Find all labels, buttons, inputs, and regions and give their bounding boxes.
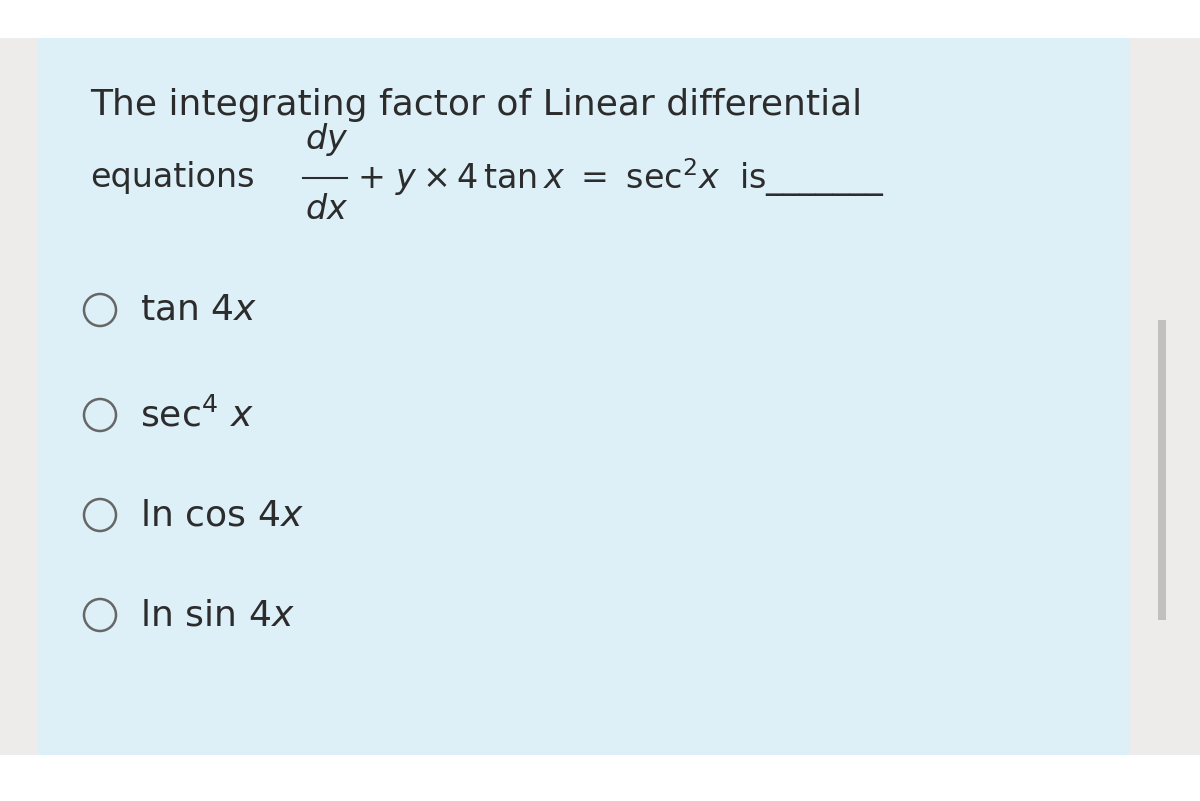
Bar (0, 0, 1200, 38)
Text: The integrating factor of Linear differential: The integrating factor of Linear differe… (90, 88, 862, 122)
Text: equations: equations (90, 162, 254, 195)
Bar (38, 38, 1130, 755)
Text: $\mathrm{ln}\ \mathrm{sin}\ 4x$: $\mathrm{ln}\ \mathrm{sin}\ 4x$ (140, 598, 295, 632)
Bar (1158, 320, 1166, 620)
Bar (0, 755, 1200, 801)
Text: $+ \ y \times 4\,\tan x \ = \ \sec^{2}\!x$  is_______: $+ \ y \times 4\,\tan x \ = \ \sec^{2}\!… (358, 157, 884, 199)
Text: $\mathrm{ln}\ \mathrm{cos}\ 4x$: $\mathrm{ln}\ \mathrm{cos}\ 4x$ (140, 498, 304, 532)
Text: $dy$: $dy$ (305, 121, 348, 158)
Text: $dx$: $dx$ (305, 193, 348, 226)
Text: $\mathrm{tan}\ 4x$: $\mathrm{tan}\ 4x$ (140, 293, 258, 327)
Text: $\mathrm{sec}^{4}\ x$: $\mathrm{sec}^{4}\ x$ (140, 397, 253, 433)
